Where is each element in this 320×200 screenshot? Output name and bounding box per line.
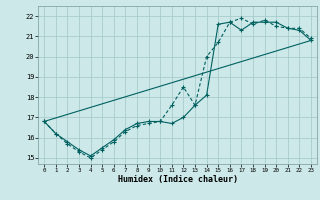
X-axis label: Humidex (Indice chaleur): Humidex (Indice chaleur) [118, 175, 238, 184]
